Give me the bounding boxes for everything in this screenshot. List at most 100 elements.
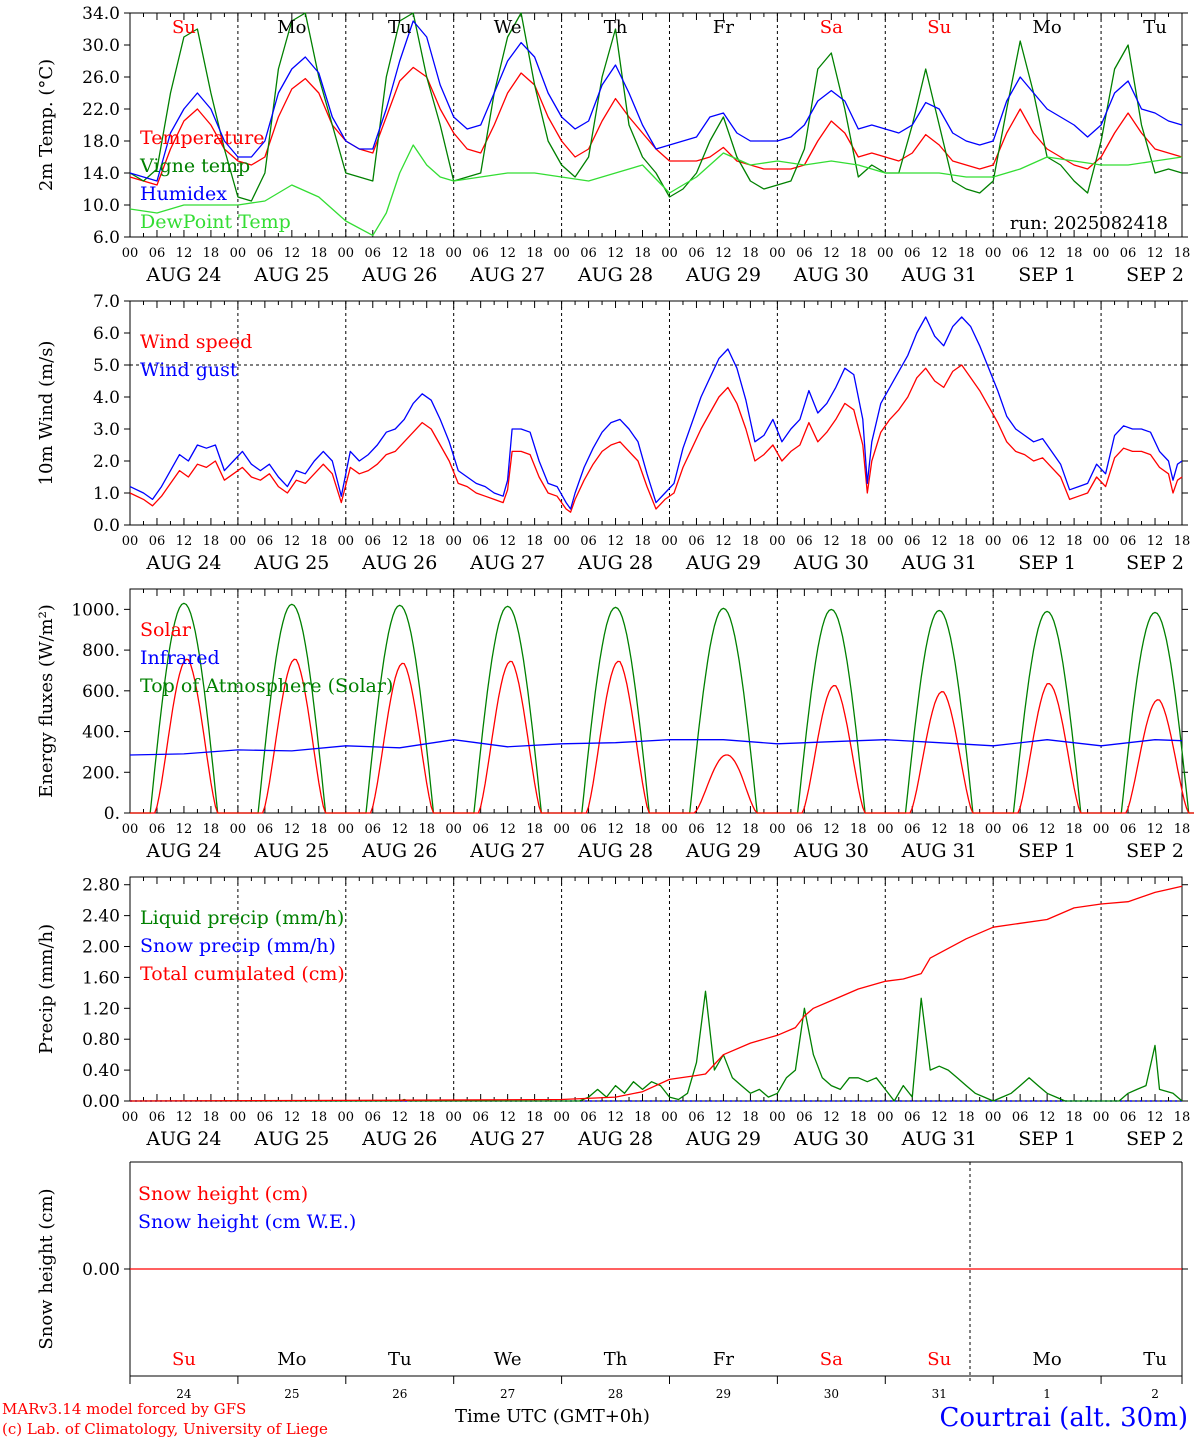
series-line-solar [669,754,778,814]
y-tick-label: 34.0 [82,4,120,24]
series-line-total-cumulated [129,885,1183,1102]
x-hour-tick-label: 06 [1120,534,1137,549]
x-hour-tick-label: 00 [1093,246,1110,261]
x-hour-tick-label: 12 [1147,534,1164,549]
legend-snow-height-cm-: Snow height (cm) [138,1183,308,1205]
x-hour-tick-label: 18 [850,1110,867,1125]
x-hour-tick-label: 00 [445,822,462,837]
day-name-label: Mo [277,1349,306,1370]
x-day-label: AUG 30 [793,1128,869,1150]
legend-top-of-atmosphere-solar-: Top of Atmosphere (Solar) [140,675,393,697]
x-hour-tick-label: 12 [823,534,840,549]
x-hour-tick-label: 06 [257,534,274,549]
legend-snow-height-cm-w-e-: Snow height (cm W.E.) [138,1211,356,1233]
y-tick-label: 14.0 [82,164,120,184]
y-axis-label: Energy fluxes (W/m²) [36,604,57,798]
x-hour-tick-label: 06 [904,1110,921,1125]
panel-snow: 0.00 Snow height (cm) Snow height (cm) Snow… [36,1161,1188,1401]
legend-total-cumulated-cm-: Total cumulated (cm) [140,963,345,985]
x-hour-tick-label: 18 [1174,1110,1191,1125]
x-hour-tick-label: 12 [1147,246,1164,261]
panel-frame [129,12,1183,238]
x-hour-tick-label: 06 [257,822,274,837]
x-day-label: AUG 25 [253,264,329,286]
series-line-solar [453,660,562,814]
x-day-label: AUG 24 [145,1128,221,1150]
x-hour-tick-label: 12 [284,246,301,261]
day-number-label: 26 [392,1387,407,1401]
panel-temperature: 00 06 12 18 00 06 12 18 00 06 12 18 00 06 12 18 00 06 12 18… [36,4,1190,286]
y-tick-label: 7.0 [93,292,120,312]
x-hour-tick-label: 06 [580,534,597,549]
x-hour-tick-label: 18 [418,246,435,261]
x-hour-tick-label: 12 [1039,1110,1056,1125]
x-hour-tick-label: 18 [1174,246,1191,261]
x-day-label: AUG 27 [469,264,545,286]
series-line-toa-solar [777,608,886,814]
x-hour-tick-label: 12 [284,822,301,837]
day-number-label: 24 [176,1387,192,1401]
series-line-solar [237,658,346,814]
series-line-solar [345,662,454,814]
series-line-toa-solar [993,610,1102,814]
x-hour-tick-label: 00 [230,534,247,549]
day-number-label: 29 [716,1387,731,1401]
day-name-label: Th [604,17,628,38]
x-hour-tick-label: 06 [796,1110,813,1125]
x-hour-tick-label: 18 [418,822,435,837]
x-hour-tick-label: 18 [742,822,759,837]
x-hour-tick-label: 00 [769,1110,786,1125]
x-hour-tick-label: 06 [257,1110,274,1125]
day-number-label: 31 [932,1387,947,1401]
y-tick-label: 5.0 [93,356,120,376]
y-tick-label: 2.0 [93,452,120,472]
day-name-label: Tu [388,17,412,38]
x-hour-tick-label: 00 [338,246,355,261]
panel-precip: 00 06 12 18 00 06 12 18 00 06 12 18 00 06 12 18 00 06 12 18… [36,876,1190,1150]
x-day-label: AUG 29 [685,552,761,574]
x-day-label: AUG 31 [901,264,977,286]
y-tick-label: 10.0 [82,196,120,216]
x-hour-tick-label: 12 [715,822,732,837]
x-hour-tick-label: 06 [904,246,921,261]
x-hour-tick-label: 00 [445,534,462,549]
x-hour-tick-label: 12 [499,534,516,549]
y-tick-label: 0. [104,804,120,824]
day-number-label: 1 [1043,1387,1051,1401]
day-name-label: Sa [820,17,843,38]
y-tick-label: 0.00 [82,1092,120,1112]
x-hour-tick-label: 12 [176,246,193,261]
x-hour-tick-label: 12 [715,1110,732,1125]
x-hour-tick-label: 12 [499,246,516,261]
time-axis-label: Time UTC (GMT+0h) [455,1406,650,1427]
x-hour-tick-label: 18 [850,246,867,261]
x-hour-tick-label: 06 [796,822,813,837]
day-number-label: 2 [1151,1387,1159,1401]
series-line-liquid-precip [130,990,1183,1102]
x-hour-tick-label: 18 [203,534,220,549]
day-name-label: Su [172,1349,196,1370]
x-hour-tick-label: 18 [526,534,543,549]
x-day-label: AUG 28 [577,264,653,286]
x-day-label: AUG 30 [793,264,869,286]
x-hour-tick-label: 12 [715,246,732,261]
x-day-label: AUG 24 [145,840,221,862]
series-line-toa-solar [130,602,238,814]
x-hour-tick-label: 00 [661,822,678,837]
y-tick-label: 26.0 [82,68,120,88]
x-hour-tick-label: 12 [1147,822,1164,837]
x-day-label: AUG 27 [469,552,545,574]
series-line-toa-solar [1101,611,1194,814]
x-hour-tick-label: 06 [796,534,813,549]
x-hour-tick-label: 00 [230,246,247,261]
y-tick-label: 600. [82,682,120,702]
x-hour-tick-label: 18 [1174,534,1191,549]
series-line-toa-solar [237,603,346,814]
x-hour-tick-label: 12 [931,822,948,837]
x-hour-tick-label: 06 [364,1110,381,1125]
x-hour-tick-label: 00 [985,246,1002,261]
x-hour-tick-label: 06 [472,822,489,837]
series-line-toa-solar [885,609,994,814]
x-hour-tick-label: 00 [122,822,139,837]
